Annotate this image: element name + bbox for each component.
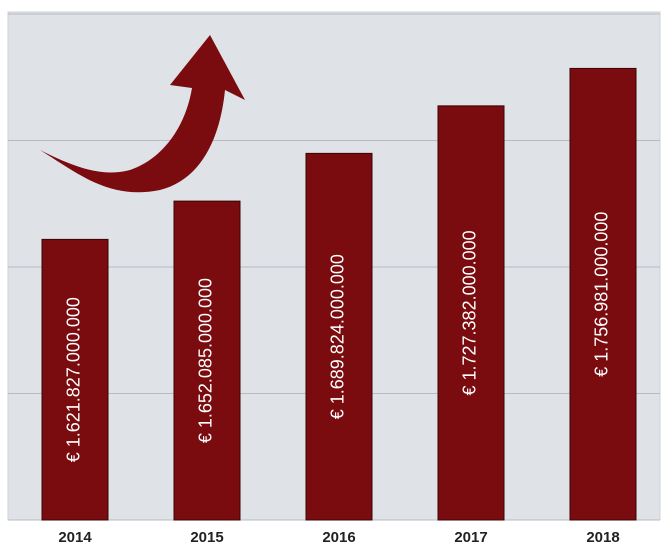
x-tick-label: 2017 bbox=[454, 529, 487, 546]
x-tick-label: 2014 bbox=[58, 529, 92, 546]
x-tick-label: 2016 bbox=[322, 529, 355, 546]
value-label: € 1.727.382.000.000 bbox=[460, 230, 480, 395]
bar bbox=[437, 105, 505, 521]
value-label: € 1.652.085.000.000 bbox=[196, 278, 216, 443]
bar bbox=[569, 67, 637, 521]
decorative-arrow bbox=[40, 35, 245, 193]
x-tick-label: 2018 bbox=[586, 529, 619, 546]
bar bbox=[41, 238, 109, 521]
bar bbox=[305, 152, 373, 521]
value-label: € 1.621.827.000.000 bbox=[64, 297, 84, 462]
value-label: € 1.756.981.000.000 bbox=[592, 212, 612, 377]
x-tick-label: 2015 bbox=[190, 529, 223, 546]
value-label: € 1.689.824.000.000 bbox=[328, 254, 348, 419]
bar bbox=[173, 200, 241, 521]
